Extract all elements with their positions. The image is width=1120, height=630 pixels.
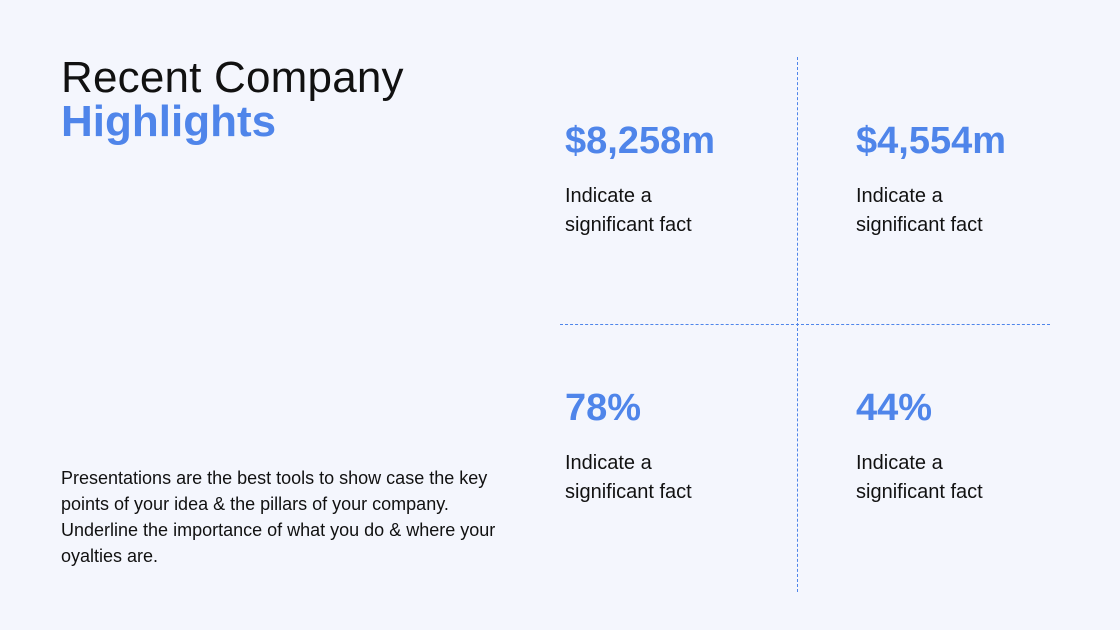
horizontal-dashed-divider xyxy=(560,324,1050,325)
stat-caption-line-1: Indicate a xyxy=(565,452,652,474)
slide-title: Recent Company Highlights xyxy=(61,56,404,144)
stat-caption-line-1: Indicate a xyxy=(856,452,943,474)
stat-caption-line-2: significant fact xyxy=(856,214,983,236)
title-line-2-highlight: Highlights xyxy=(61,97,277,146)
stat-block-top-right: $4,554m Indicate a significant fact xyxy=(856,122,1076,240)
stat-caption-line-2: significant fact xyxy=(565,214,692,236)
stat-value: 78% xyxy=(565,387,642,429)
stat-value: 44% xyxy=(856,387,933,429)
stat-caption: Indicate a significant fact xyxy=(856,182,1076,240)
stat-value: $4,554m xyxy=(856,120,1007,162)
stat-caption-line-2: significant fact xyxy=(565,481,692,503)
stat-caption: Indicate a significant fact xyxy=(565,182,785,240)
stat-caption-line-1: Indicate a xyxy=(565,185,652,207)
title-line-1: Recent Company xyxy=(61,53,404,102)
stat-block-bottom-left: 78% Indicate a significant fact xyxy=(565,389,785,507)
stat-block-bottom-right: 44% Indicate a significant fact xyxy=(856,389,1076,507)
stat-caption-line-2: significant fact xyxy=(856,481,983,503)
stat-caption-line-1: Indicate a xyxy=(856,185,943,207)
stat-caption: Indicate a significant fact xyxy=(856,449,1076,507)
description-paragraph: Presentations are the best tools to show… xyxy=(61,468,496,566)
stat-block-top-left: $8,258m Indicate a significant fact xyxy=(565,122,785,240)
stat-caption: Indicate a significant fact xyxy=(565,449,785,507)
stat-value: $8,258m xyxy=(565,120,716,162)
